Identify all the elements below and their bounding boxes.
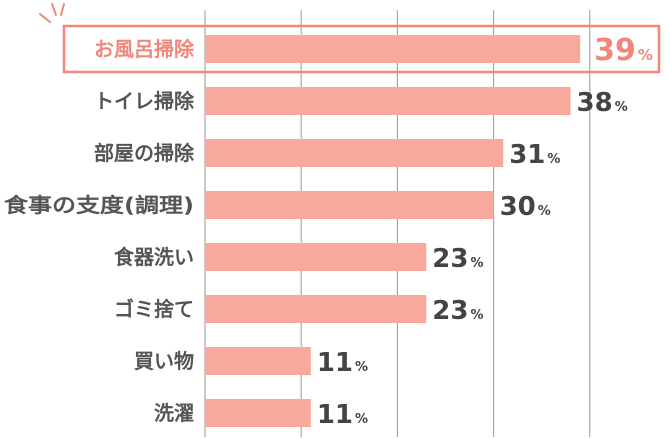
value-label: 23%	[432, 296, 483, 326]
value-label: 39%	[594, 33, 653, 68]
highlight-frame	[62, 24, 661, 74]
bar	[205, 347, 311, 375]
category-label: 部屋の掃除	[94, 141, 195, 165]
bar	[205, 243, 427, 271]
category-label: ゴミ捨て	[114, 297, 194, 321]
bar	[205, 191, 494, 219]
bar	[205, 35, 581, 63]
bar	[205, 399, 311, 427]
value-label: 38%	[577, 88, 628, 118]
category-label: 食器洗い	[114, 245, 194, 269]
category-label: 食事の支度(調理)	[4, 193, 194, 217]
bar	[205, 87, 571, 115]
emphasis-stroke	[60, 3, 65, 16]
value-label: 11%	[317, 400, 368, 430]
category-label: 買い物	[134, 349, 194, 373]
bar	[205, 295, 427, 323]
highlight-decoration	[39, 3, 661, 74]
value-label: 23%	[432, 244, 483, 274]
emphasis-stroke	[39, 13, 51, 23]
category-label: 洗濯	[154, 401, 194, 425]
bars	[205, 35, 581, 427]
bar	[205, 139, 504, 167]
category-label: トイレ掃除	[94, 89, 195, 113]
emphasis-stroke	[51, 3, 57, 16]
category-label: お風呂掃除	[94, 37, 195, 61]
value-labels: 39 % 38 % 31 % 30 % 23 % 23 % 11 % 11%	[317, 33, 653, 430]
value-label: 30%	[500, 192, 551, 222]
value-label: 31%	[509, 140, 560, 170]
value-label: 11%	[317, 348, 368, 378]
